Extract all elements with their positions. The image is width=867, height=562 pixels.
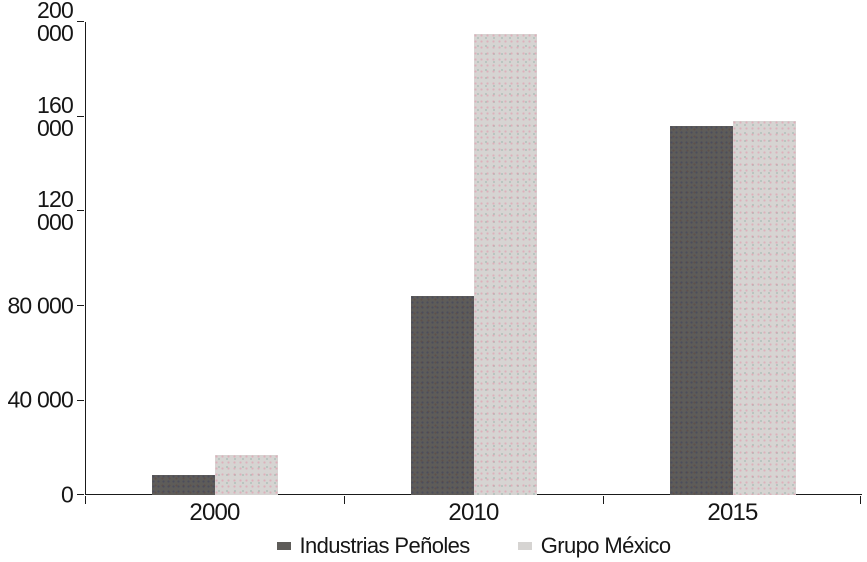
bar-2000-grupo-mexico bbox=[214, 454, 278, 495]
legend-entry-industrias-penoles: Industrias Peñoles bbox=[276, 533, 471, 558]
legend-label: Industrias Peñoles bbox=[299, 533, 471, 558]
legend: Industrias Peñoles Grupo México bbox=[85, 533, 862, 559]
plot-area bbox=[77, 21, 862, 504]
y-tick-label: 160 000 bbox=[37, 91, 74, 141]
y-axis-tick bbox=[77, 399, 84, 401]
bar-2015-industrias-penoles bbox=[669, 126, 733, 495]
y-axis-tick bbox=[77, 305, 84, 306]
bar-2000-industrias-penoles bbox=[151, 474, 215, 495]
bar-2010-industrias-penoles bbox=[410, 296, 474, 495]
x-tick-label-2015: 2015 bbox=[707, 499, 758, 526]
legend-label: Grupo México bbox=[540, 533, 671, 558]
x-tick-label-2000: 2000 bbox=[189, 499, 240, 526]
y-axis-tick bbox=[77, 210, 84, 212]
y-axis-tick bbox=[77, 494, 84, 496]
y-tick-label: 80 000 bbox=[7, 292, 73, 319]
y-tick-label: 0 bbox=[61, 481, 74, 508]
x-tick-label-2010: 2010 bbox=[448, 499, 499, 526]
legend-swatch-icon bbox=[517, 542, 532, 550]
x-axis-tick bbox=[860, 496, 862, 504]
y-tick-label: 40 000 bbox=[7, 386, 73, 413]
x-axis-tick bbox=[603, 496, 604, 504]
y-tick-label: 200 000 bbox=[37, 0, 74, 46]
legend-entry-grupo-mexico: Grupo México bbox=[517, 533, 671, 558]
x-axis-tick bbox=[85, 496, 86, 504]
bar-2015-grupo-mexico bbox=[732, 121, 796, 495]
y-axis-line bbox=[85, 22, 86, 495]
x-axis-tick bbox=[344, 496, 345, 504]
y-axis-tick bbox=[77, 21, 84, 23]
legend-swatch-icon bbox=[276, 542, 291, 550]
y-tick-label: 120 000 bbox=[37, 186, 74, 236]
bar-2010-grupo-mexico bbox=[473, 33, 537, 495]
y-axis-tick bbox=[77, 115, 84, 117]
